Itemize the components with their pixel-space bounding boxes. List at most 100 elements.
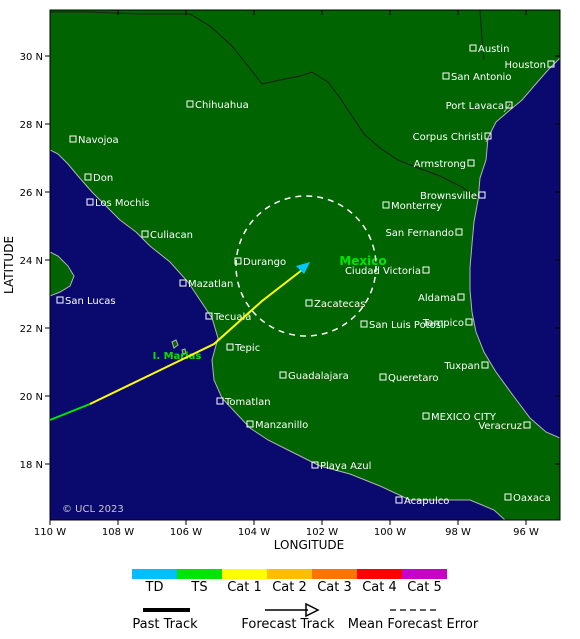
city-marker-icon (86, 198, 94, 206)
city-marker-icon (455, 228, 463, 236)
lon-tick-label: 110 W (34, 527, 66, 538)
city-zacatecas: Zacatecas (305, 299, 366, 310)
legend-label: TD (145, 580, 164, 595)
past-track-label: Past Track (132, 617, 198, 632)
forecast-arrow-icon (305, 602, 320, 618)
city-marker-icon (382, 201, 390, 209)
city-name: Corpus Christi (413, 132, 483, 143)
city-tecuala: Tecuala (205, 312, 251, 323)
city-marker-icon (186, 100, 194, 108)
city-mexico-city: MEXICO CITY (422, 412, 497, 423)
city-name: Port Lavaca (446, 101, 504, 112)
city-guadalajara: Guadalajara (279, 371, 349, 382)
legend-swatch-td (132, 569, 177, 579)
city-name: Veracruz (478, 421, 522, 432)
city-monterrey: Monterrey (382, 201, 442, 212)
city-name: San Antonio (451, 72, 511, 83)
plot-frame (49, 9, 561, 521)
city-oaxaca: Oaxaca (504, 493, 551, 504)
city-name: Chihuahua (195, 100, 249, 111)
city-name: MEXICO CITY (431, 412, 497, 423)
city-name: Tomatlan (224, 397, 271, 408)
lon-tick-label: 106 W (170, 527, 202, 538)
legend-label: Cat 4 (362, 580, 397, 595)
lat-tick-label: 26 N (20, 188, 43, 199)
city-marker-icon (179, 279, 187, 287)
mean-forecast-error-label: Mean Forecast Error (348, 617, 479, 632)
city-mazatlan: Mazatlan (179, 279, 233, 290)
city-brownsville: Brownsville (420, 191, 486, 202)
baja-peninsula (50, 251, 75, 297)
city-name: Monterrey (391, 201, 442, 212)
legend-swatch-cat-1 (222, 569, 267, 579)
city-corpus-christi: Corpus Christi (413, 132, 492, 143)
city-navojoa: Navojoa (69, 135, 119, 146)
city-marker-icon (505, 101, 513, 109)
city-san-luis-potosi: San Luis Potosi (360, 320, 444, 331)
lon-tick-label: 104 W (238, 527, 270, 538)
city-tepic: Tepic (226, 343, 260, 354)
city-name: Durango (243, 257, 286, 268)
city-name: Aldama (418, 293, 456, 304)
city-name: Navojoa (78, 135, 119, 146)
city-name: Tecuala (213, 312, 251, 323)
city-marker-icon (69, 135, 77, 143)
legend-swatch-cat-2 (267, 569, 312, 579)
city-tuxpan: Tuxpan (443, 361, 489, 372)
city-marker-icon (465, 318, 473, 326)
city-marker-icon (547, 60, 555, 68)
city-name: Austin (478, 44, 509, 55)
city-name: San Lucas (65, 296, 116, 307)
lat-tick-label: 28 N (20, 120, 43, 131)
city-name: Tampico (422, 318, 464, 329)
city-name: Tepic (234, 343, 260, 354)
city-name: Oaxaca (513, 493, 551, 504)
city-marker-icon (467, 159, 475, 167)
intensity-legend: TD TS Cat 1 Cat 2 Cat 3 Cat 4 Cat 5 (132, 569, 447, 595)
city-armstrong: Armstrong (414, 159, 475, 170)
city-name: Acapulco (404, 496, 449, 507)
x-axis-title: LONGITUDE (274, 538, 344, 552)
city-playa-azul: Playa Azul (311, 461, 371, 472)
lat-tick-label: 22 N (20, 324, 43, 335)
city-name: San Fernando (385, 228, 454, 239)
past-track-line (50, 403, 91, 421)
city-tomatlan: Tomatlan (216, 397, 271, 408)
city-los-mochis: Los Mochis (86, 198, 149, 209)
lon-tick-label: 96 W (513, 527, 539, 538)
legend-swatch-cat-3 (312, 569, 357, 579)
city-name: Armstrong (414, 159, 466, 170)
city-marker-icon (279, 371, 287, 379)
axis-ticks (45, 10, 560, 525)
city-marker-icon (246, 420, 254, 428)
mean-forecast-error-circle (235, 195, 377, 337)
city-port-lavaca: Port Lavaca (446, 101, 513, 112)
forecast-track-line (89, 269, 303, 405)
lon-tick-label: 98 W (445, 527, 471, 538)
city-name: Don (93, 173, 113, 184)
city-san-fernando: San Fernando (385, 228, 463, 239)
city-don: Don (84, 173, 113, 184)
lat-tick-label: 30 N (20, 52, 43, 63)
city-marker-icon (305, 299, 313, 307)
city-name: Guadalajara (288, 371, 349, 382)
city-aldama: Aldama (418, 293, 465, 304)
city-san-lucas: San Lucas (56, 296, 116, 307)
city-ciudad-victoria: Ciudad Victoria (345, 266, 430, 277)
city-acapulco: Acapulco (395, 496, 449, 507)
copyright-label: © UCL 2023 (62, 504, 124, 515)
city-name: Culiacan (150, 230, 193, 241)
city-marker-icon (395, 496, 403, 504)
legend-swatch-cat-5 (402, 569, 447, 579)
track-legend: Past Track Forecast Track Mean Forecast … (132, 602, 479, 632)
lat-tick-label: 20 N (20, 392, 43, 403)
city-marker-icon (379, 373, 387, 381)
city-name: Mazatlan (188, 279, 233, 290)
city-culiacan: Culiacan (141, 230, 193, 241)
city-marker-icon (234, 257, 242, 265)
city-marker-icon (469, 44, 477, 52)
city-marker-icon (56, 296, 64, 304)
city-name: Manzanillo (255, 420, 308, 431)
